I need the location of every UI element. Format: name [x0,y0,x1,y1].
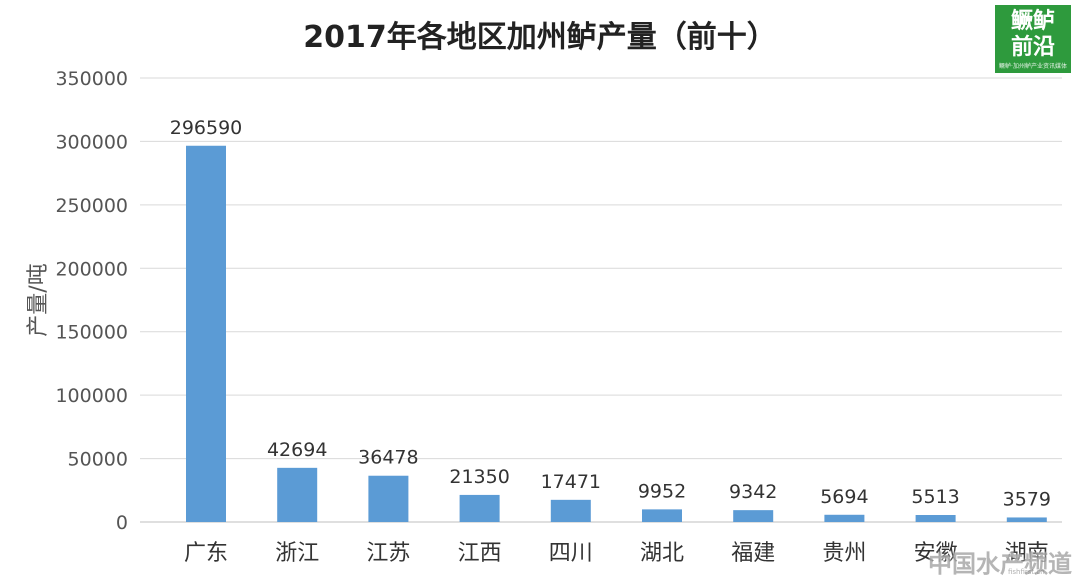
bar [1006,517,1047,522]
logo-line-1: 鳜鲈 [1010,9,1055,34]
bar [642,509,682,522]
x-tick-label: 浙江 [275,541,319,566]
data-label: 5513 [911,486,959,508]
x-tick-label: 湖南 [1005,541,1049,566]
y-tick-label: 250000 [55,195,128,217]
x-tick-label: 贵州 [822,541,866,566]
y-tick-label: 50000 [68,449,128,471]
bar [915,515,956,522]
bar [368,475,409,522]
y-tick-label: 300000 [55,131,128,153]
y-tick-label: 150000 [55,322,128,344]
data-label: 3579 [1003,488,1051,510]
x-tick-label: 江苏 [366,541,410,566]
y-tick-label: 200000 [55,258,128,280]
x-tick-label: 安徽 [914,541,958,566]
x-tick-label: 福建 [731,541,775,566]
watermark-sub: fishfirst.cn [1008,568,1045,576]
chart-title: 2017年各地区加州鲈产量（前十） [303,20,777,55]
data-label: 5694 [820,486,868,508]
bar [824,514,865,522]
bar [277,467,318,522]
data-label: 42694 [267,439,327,461]
logo-tagline: 鳜鲈·加州鲈产业资讯媒体 [999,63,1067,70]
bar [733,510,774,522]
x-tick-label: 湖北 [640,541,684,566]
data-label: 9952 [638,480,686,502]
y-tick-label: 350000 [55,68,128,90]
bar [550,499,591,522]
y-tick-label: 100000 [55,385,128,407]
x-tick-label: 广东 [184,541,228,566]
bar [186,145,226,522]
watermark: 中国水产频道 [928,550,1072,578]
x-tick-label: 四川 [549,541,593,566]
data-label: 296590 [170,117,243,139]
logo-line-2: 前沿 [1010,35,1055,60]
brand-logo: 鳜鲈 前沿 鳜鲈·加州鲈产业资讯媒体 [992,2,1074,76]
data-label: 36478 [358,447,418,469]
data-label: 17471 [541,471,601,493]
data-label: 21350 [449,466,509,488]
x-tick-label: 江西 [458,541,502,566]
bar [459,494,500,522]
data-label: 9342 [729,481,777,503]
y-tick-label: 0 [116,512,128,534]
